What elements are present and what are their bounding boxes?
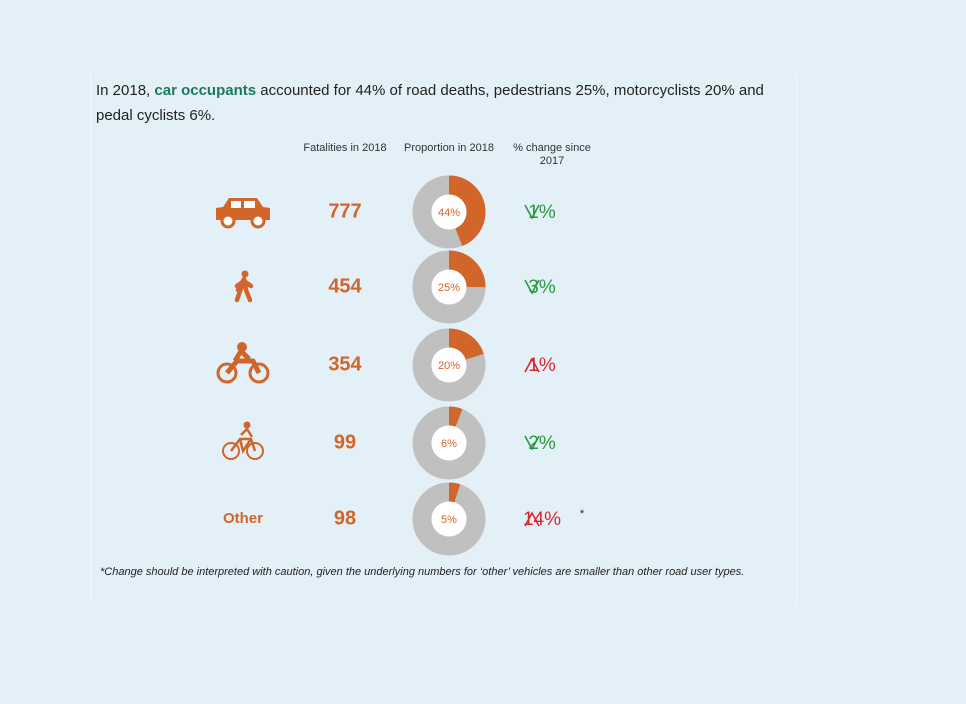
head [241,270,249,278]
row-label: Other [223,510,263,527]
change-arrow [524,511,540,527]
intro: In 2018, car occupants accounted for 44%… [96,78,796,128]
fatalities: 354 [328,353,362,375]
wheel [246,442,264,460]
change-value: 3% [528,277,556,298]
proportion-label: 44% [438,207,460,219]
change-value: 1% [528,202,556,223]
change-arrow [524,279,540,295]
column-header: Fatalities in 2018 [303,142,387,154]
icon [234,270,254,303]
proportion-label: 25% [438,282,460,294]
donut-hole [431,194,467,230]
fatalities: 99 [334,431,356,453]
donut-hole [431,425,467,461]
fatalities: 98 [334,507,356,529]
icon [222,421,264,460]
note-mark: * [580,508,585,520]
motorbike [225,348,262,375]
fatalities: 777 [328,200,361,222]
icon [216,198,270,229]
bicycle [230,427,257,455]
car-window [244,201,255,208]
wheel [216,362,238,384]
donut-slice [412,406,486,480]
donut-slice [412,482,486,556]
car-window [231,201,241,208]
panel [90,74,797,604]
change-value: 2% [528,433,556,454]
wheel [220,213,236,229]
intro-text: In 2018, [96,82,155,99]
head [243,421,251,429]
proportion-label: 5% [441,514,457,526]
donut-hole [431,269,467,305]
change-value: 14% [523,509,561,530]
change-arrow [524,435,540,451]
donut-hole [431,347,467,383]
column-header: % change since 2017 [513,142,591,167]
proportion-label: 6% [441,438,457,450]
change-arrow [524,357,540,373]
wheel [222,442,240,460]
change-value: 1% [528,355,556,376]
intro-highlight: car occupants [154,82,257,99]
change-arrow [524,204,540,220]
wheel [250,213,266,229]
wheel [248,362,270,384]
donut-slice [412,175,486,249]
walker [234,276,254,303]
donut-hole [431,501,467,537]
footnote: *Change should be interpreted with cauti… [100,566,745,578]
column-header: Proportion in 2018 [404,142,494,154]
proportion-label: 20% [438,360,460,372]
icon [216,342,270,384]
donut-slice [412,328,486,402]
head [237,342,247,352]
intro-text: accounted for 44% of road deaths, pedest… [96,82,764,124]
donut-slice [412,250,486,324]
fatalities: 454 [328,275,362,297]
